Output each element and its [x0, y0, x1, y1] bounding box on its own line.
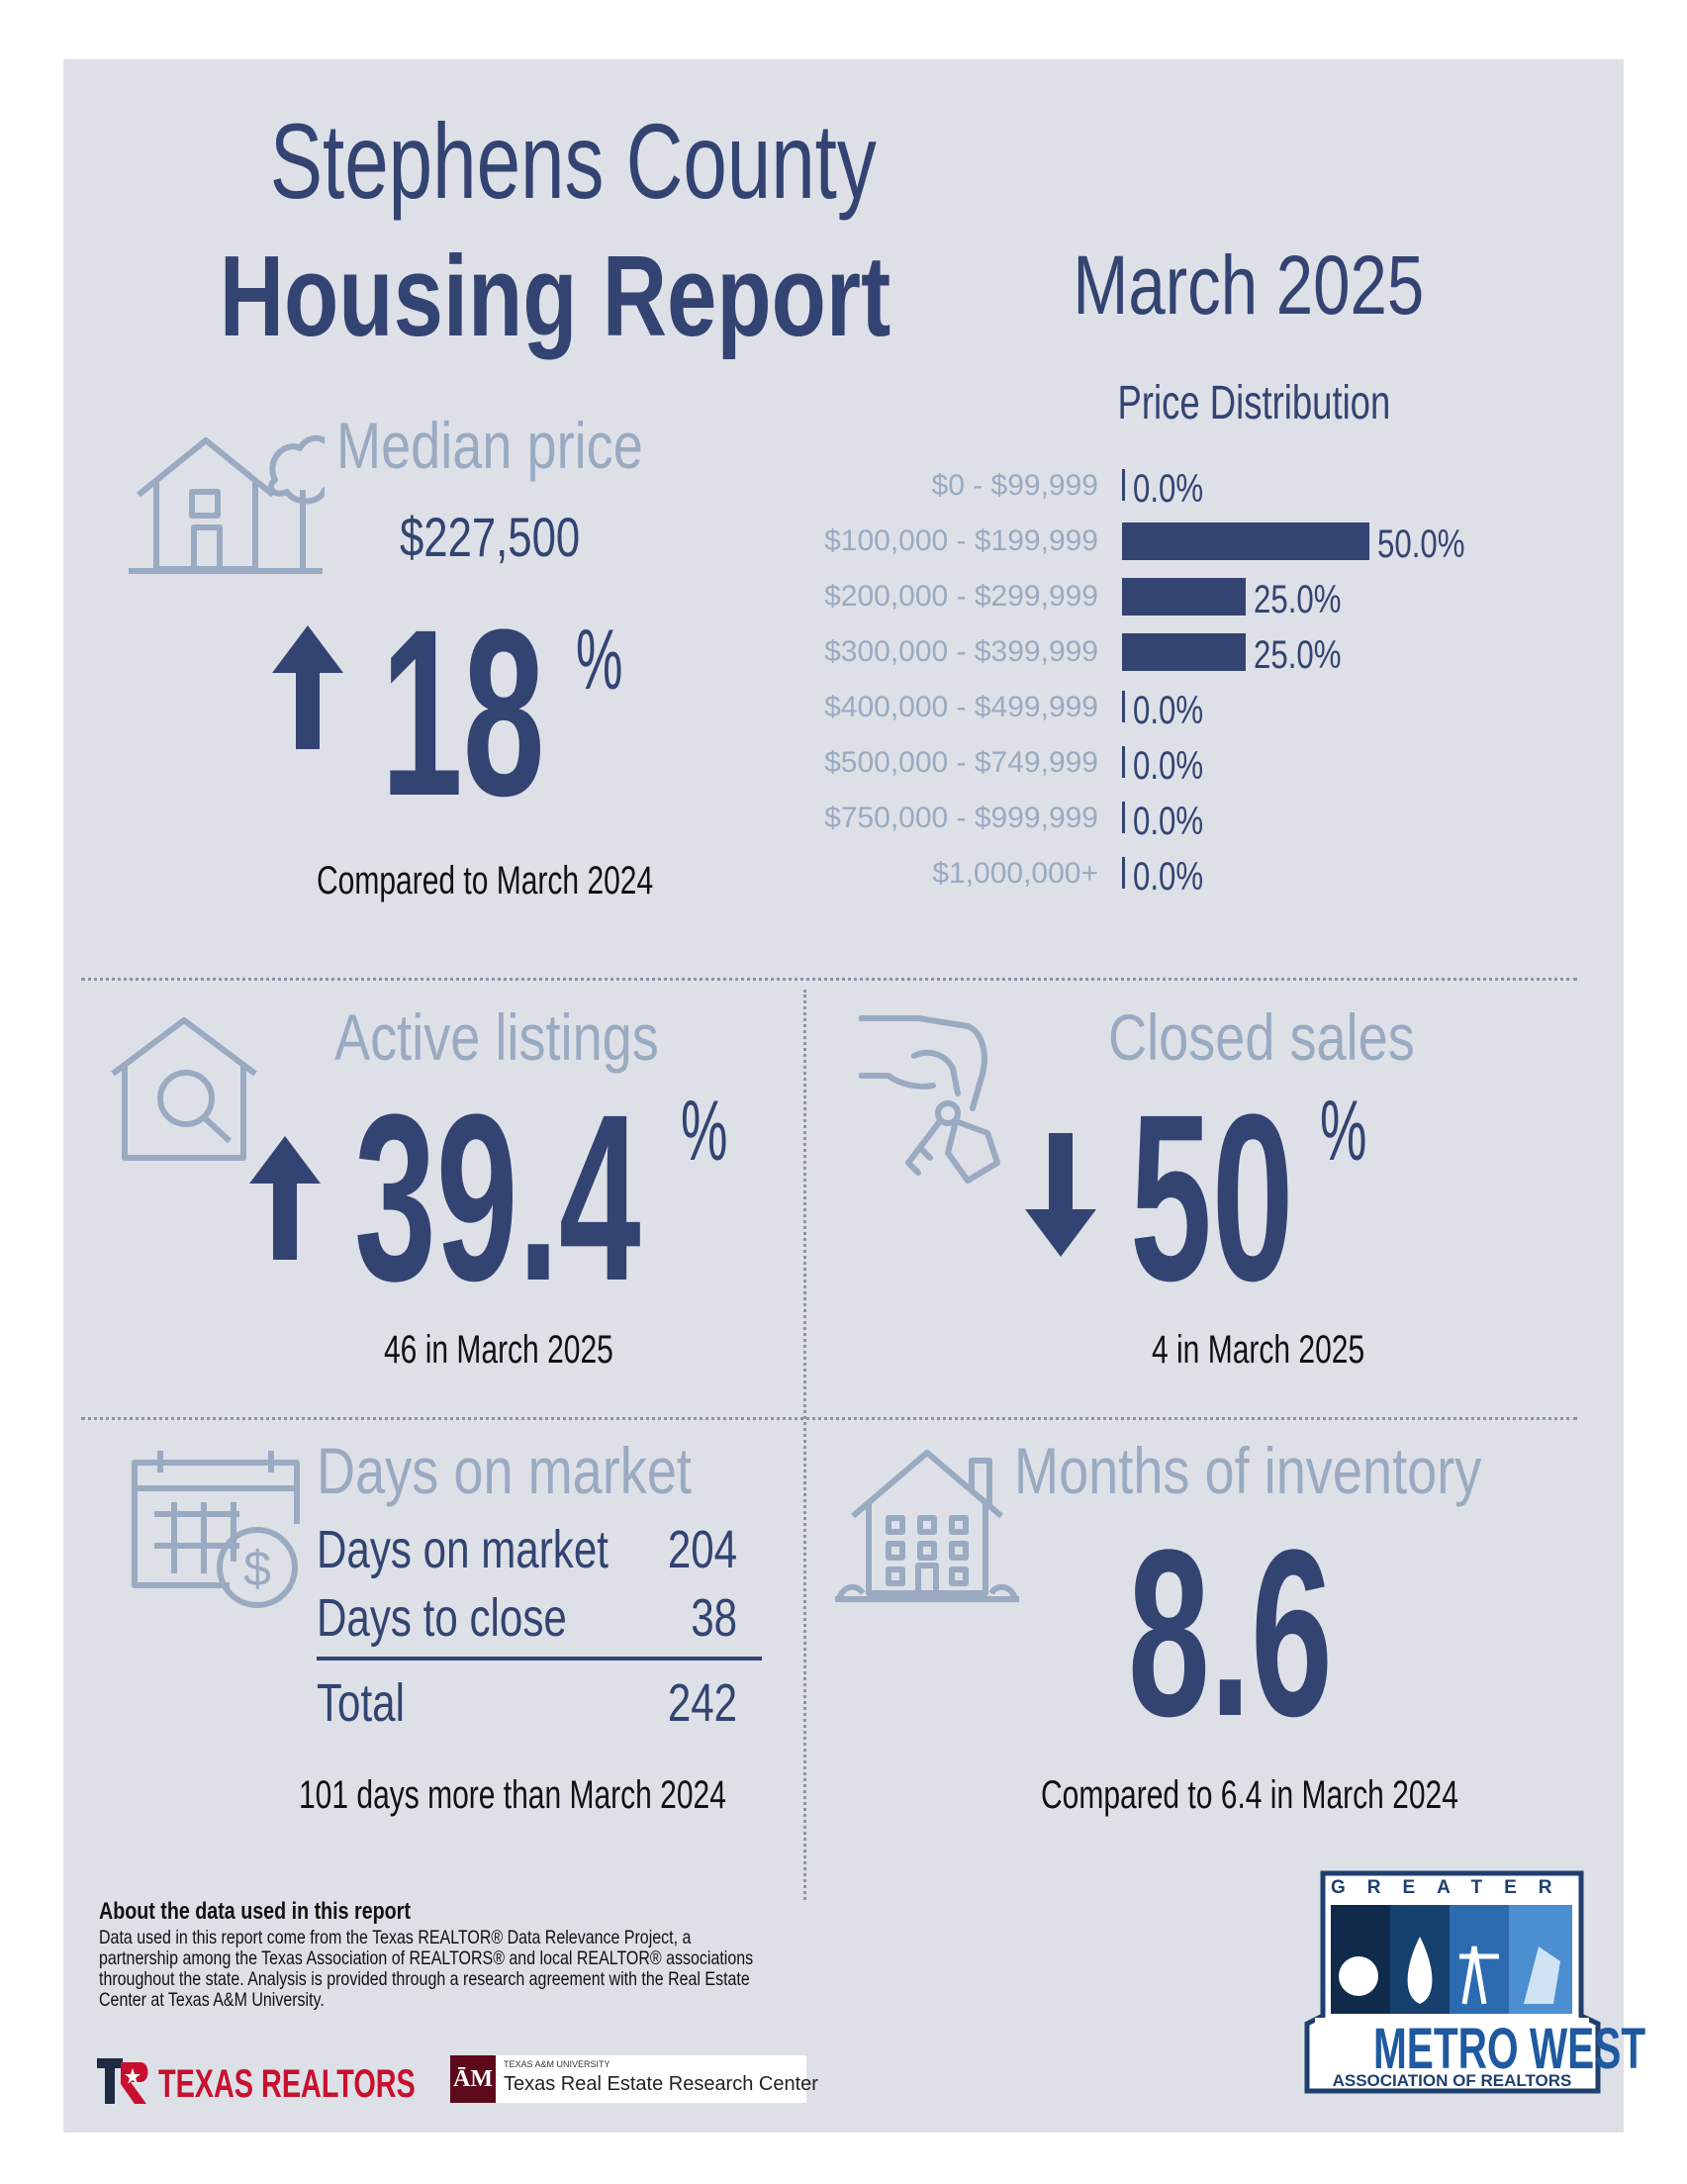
divider-top [81, 978, 1577, 981]
price-range-label: $200,000 - $299,999 [824, 580, 1098, 613]
price-bar-value: 0.0% [1133, 800, 1204, 843]
about-heading: About the data used in this report [99, 1898, 411, 1925]
about-body: Data used in this report come from the T… [99, 1927, 754, 2011]
dom-row-label: Days on market [317, 1520, 609, 1579]
divider-vertical [803, 990, 806, 1900]
price-bar-value: 25.0% [1254, 578, 1342, 621]
total-row: Total 242 [317, 1672, 737, 1733]
days-on-market-caption: 101 days more than March 2024 [299, 1773, 726, 1817]
divider-middle [81, 1417, 1577, 1420]
price-bar-value: 0.0% [1133, 689, 1204, 732]
days-on-market-heading: Days on market [317, 1434, 692, 1507]
tamu-center-text: Texas Real Estate Research Center [504, 2073, 818, 2095]
price-range-label: $0 - $99,999 [931, 469, 1098, 502]
total-value: 242 [667, 1673, 737, 1733]
price-bar [1122, 857, 1125, 889]
active-listings-caption: 46 in March 2025 [384, 1328, 613, 1372]
report-title-county: Stephens County [269, 101, 877, 221]
up-arrow-icon [249, 1136, 321, 1260]
metro-west-badge-icon [1304, 1870, 1601, 2094]
price-range-label: $100,000 - $199,999 [824, 524, 1098, 557]
price-bar [1122, 633, 1246, 671]
price-range-label: $300,000 - $399,999 [824, 635, 1098, 668]
days-on-market-row: Days on market 204 [317, 1519, 737, 1579]
closed-sales-heading: Closed sales [1108, 1000, 1415, 1074]
dtc-row-label: Days to close [317, 1588, 567, 1648]
active-listings-percent-sign: % [681, 1084, 728, 1179]
tamu-university-text: TEXAS A&M UNIVERSITY [504, 2059, 610, 2069]
apartment-building-icon [835, 1450, 1019, 1602]
up-arrow-icon [272, 625, 343, 749]
price-distribution-title: Price Distribution [1117, 377, 1391, 429]
tamu-logo: ĀM TEXAS A&M UNIVERSITY Texas Real Estat… [450, 2055, 818, 2103]
svg-text:$: $ [243, 1541, 271, 1596]
report-panel [63, 59, 1624, 2133]
hand-keys-icon [859, 1015, 1000, 1184]
median-price-caption: Compared to March 2024 [317, 859, 654, 902]
house-tree-icon [129, 434, 325, 574]
metro-west-logo: GREATER METRO WEST ASSOCIATION OF REALTO… [1301, 1867, 1645, 2100]
price-bar-value: 0.0% [1133, 744, 1204, 788]
report-title: Housing Report [219, 232, 891, 360]
price-bar-value: 0.0% [1133, 855, 1204, 899]
median-price-heading: Median price [336, 409, 643, 482]
months-inventory-value: 8.6 [1128, 1500, 1333, 1765]
closed-sales-percent-sign: % [1320, 1084, 1367, 1179]
texas-realtors-text: TEXAS REALTORS [158, 2062, 416, 2106]
price-range-label: $500,000 - $749,999 [824, 746, 1098, 779]
median-price-value: $227,500 [400, 506, 581, 568]
closed-sales-caption: 4 in March 2025 [1152, 1328, 1365, 1372]
total-label: Total [317, 1673, 405, 1733]
days-to-close-row: Days to close 38 [317, 1587, 737, 1648]
metro-west-main-wrap: METRO WEST [1315, 2016, 1645, 2082]
months-inventory-heading: Months of inventory [1014, 1434, 1482, 1507]
report-month: March 2025 [1073, 238, 1425, 332]
price-bar [1122, 469, 1125, 501]
dom-row-value: 204 [667, 1520, 737, 1579]
price-range-label: $1,000,000+ [932, 857, 1098, 890]
price-bar-value: 0.0% [1133, 467, 1204, 511]
calendar-dollar-icon: $ [132, 1451, 300, 1608]
median-price-change: 18 [381, 580, 545, 845]
metro-west-sub-text: ASSOCIATION OF REALTORS [1332, 2071, 1572, 2090]
price-bar [1122, 578, 1246, 616]
tamu-mark-icon: ĀM [450, 2055, 496, 2103]
down-arrow-icon [1025, 1133, 1096, 1257]
total-rule [317, 1657, 762, 1661]
active-listings-heading: Active listings [334, 1000, 659, 1074]
price-bar [1122, 802, 1125, 833]
price-range-label: $400,000 - $499,999 [824, 691, 1098, 723]
price-bar-value: 25.0% [1254, 633, 1342, 677]
texas-realtors-logo: TEXAS REALTORS [97, 2058, 423, 2108]
price-bar [1122, 691, 1125, 722]
closed-sales-change: 50 [1130, 1065, 1294, 1330]
price-range-label: $750,000 - $999,999 [824, 802, 1098, 834]
metro-west-top-text: GREATER [1331, 1877, 1574, 1898]
active-listings-change: 39.4 [354, 1065, 641, 1330]
metro-west-main-text: METRO WEST [1372, 2017, 1646, 2081]
texas-realtors-mark-icon [97, 2058, 148, 2104]
price-bar-value: 50.0% [1377, 522, 1465, 566]
dtc-row-value: 38 [691, 1588, 737, 1648]
median-price-percent-sign: % [576, 613, 623, 708]
house-search-icon [111, 1017, 257, 1161]
price-bar [1122, 522, 1369, 560]
price-bar [1122, 746, 1125, 778]
months-inventory-caption: Compared to 6.4 in March 2024 [1041, 1773, 1458, 1817]
